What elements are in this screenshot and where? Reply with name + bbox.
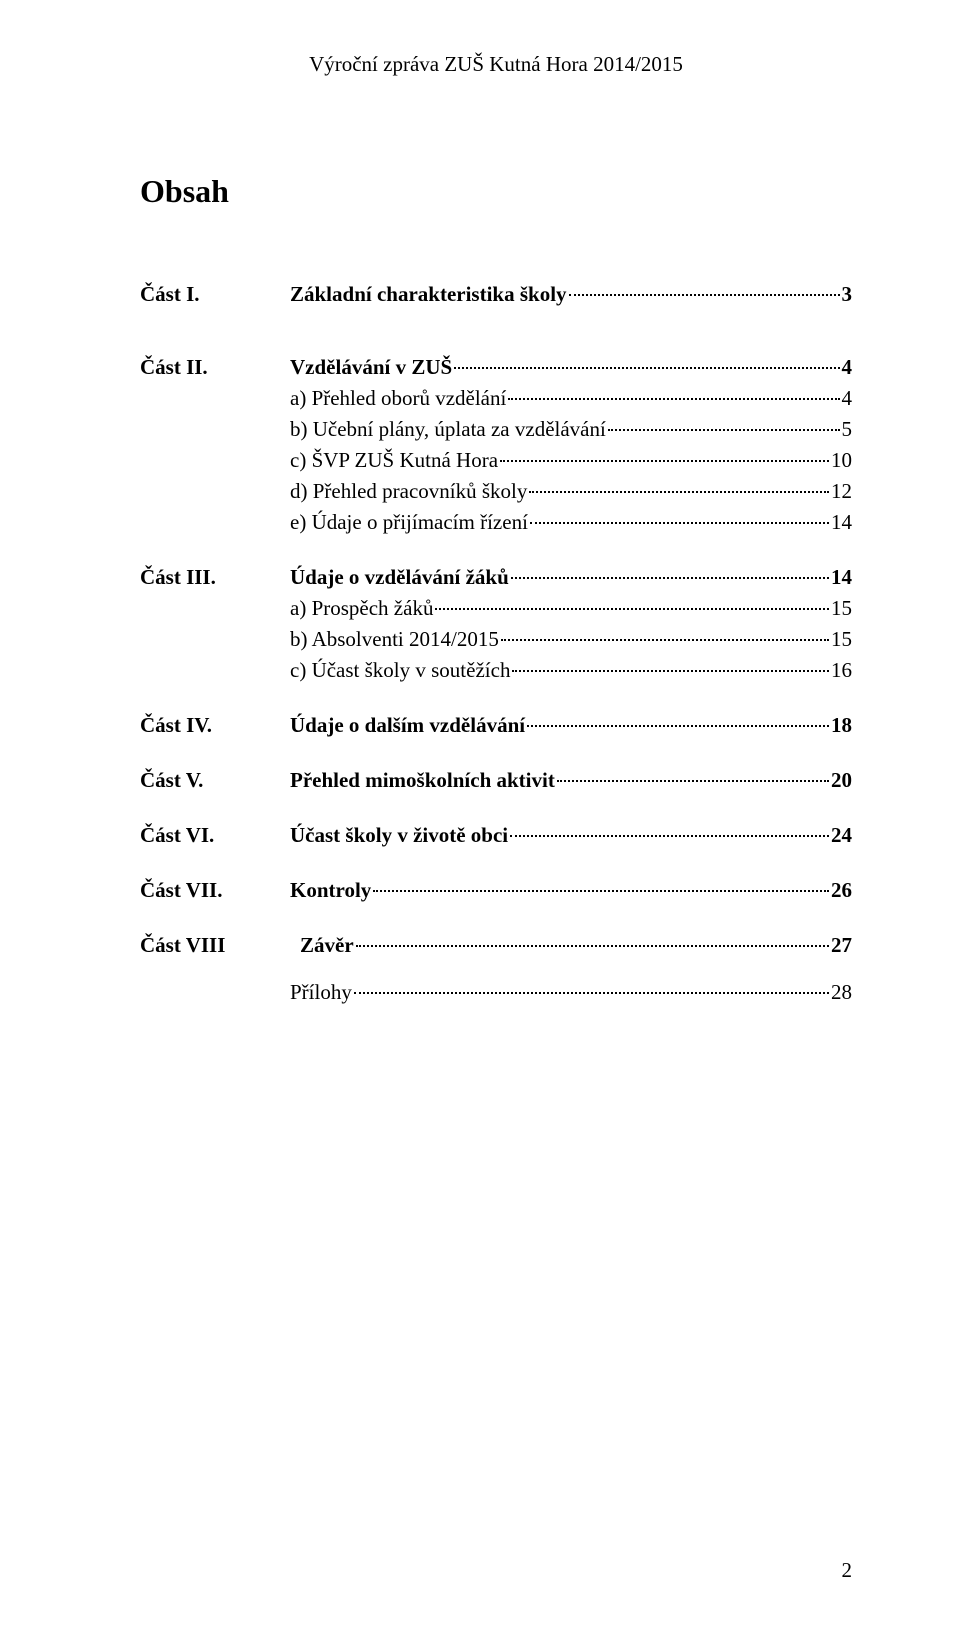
part-title: Základní charakteristika školy [290,282,567,307]
part-label: Část VII. [140,878,290,903]
sub-title: Přílohy [290,980,352,1005]
sub-title: c) Účast školy v soutěžích [290,658,510,683]
part-title: Údaje o dalším vzdělávání [290,713,525,738]
part-label: Část V. [140,768,290,793]
leader-dots [500,460,829,462]
sub-title: a) Prospěch žáků [290,596,433,621]
toc-row-part-i: Část I. Základní charakteristika školy 3 [140,282,852,307]
sub-title: a) Přehled oborů vzdělání [290,386,506,411]
toc-subrow-ii-c: c) ŠVP ZUŠ Kutná Hora 10 [290,448,852,473]
toc-row-part-viii: Část VIII Závěr 27 [140,933,852,958]
toc-row-part-iii: Část III. Údaje o vzdělávání žáků 14 [140,565,852,590]
toc-subrow-iii-c: c) Účast školy v soutěžích 16 [290,658,852,683]
leader-dots [608,429,840,431]
page-ref: 26 [831,878,852,903]
part-label: Část VI. [140,823,290,848]
leader-dots [454,367,839,369]
page-ref: 4 [842,355,853,380]
running-header: Výroční zpráva ZUŠ Kutná Hora 2014/2015 [140,52,852,77]
toc-row-part-ii: Část II. Vzdělávání v ZUŠ 4 [140,355,852,380]
page-ref: 12 [831,479,852,504]
sub-title: b) Absolventi 2014/2015 [290,627,499,652]
part-label: Část II. [140,355,290,380]
leader-dots [529,491,829,493]
toc-subrow-ii-a: a) Přehled oborů vzdělání 4 [290,386,852,411]
page-ref: 14 [831,565,852,590]
leader-dots [557,780,829,782]
leader-dots [508,398,839,400]
page-ref: 27 [831,933,852,958]
part-title: Přehled mimoškolních aktivit [290,768,555,793]
sub-title: c) ŠVP ZUŠ Kutná Hora [290,448,498,473]
page-ref: 10 [831,448,852,473]
toc-subrow-ii-b: b) Učební plány, úplata za vzdělávání 5 [290,417,852,442]
part-label: Část IV. [140,713,290,738]
leader-dots [510,835,829,837]
leader-dots [512,670,829,672]
toc-row-part-iv: Část IV. Údaje o dalším vzdělávání 18 [140,713,852,738]
part-title: Účast školy v životě obci [290,823,508,848]
page-ref: 4 [842,386,853,411]
page-ref: 3 [842,282,853,307]
page-number: 2 [842,1558,853,1583]
page: Výroční zpráva ZUŠ Kutná Hora 2014/2015 … [0,0,960,1631]
leader-dots [569,294,840,296]
page-ref: 16 [831,658,852,683]
page-ref: 18 [831,713,852,738]
toc-subrow-ii-e: e) Údaje o přijímacím řízení 14 [290,510,852,535]
toc-subrow-ii-d: d) Přehled pracovníků školy 12 [290,479,852,504]
leader-dots [354,992,829,994]
leader-dots [373,890,829,892]
part-title: Závěr [300,933,354,958]
leader-dots [435,608,829,610]
page-ref: 28 [831,980,852,1005]
sub-title: d) Přehled pracovníků školy [290,479,527,504]
part-label: Část I. [140,282,290,307]
page-ref: 14 [831,510,852,535]
page-ref: 5 [842,417,853,442]
page-ref: 15 [831,627,852,652]
leader-dots [527,725,829,727]
toc-subrow-iii-b: b) Absolventi 2014/2015 15 [290,627,852,652]
leader-dots [511,577,829,579]
page-title: Obsah [140,173,852,210]
page-ref: 24 [831,823,852,848]
part-label: Část VIII [140,933,300,958]
leader-dots [356,945,829,947]
page-ref: 20 [831,768,852,793]
toc-subrow-iii-a: a) Prospěch žáků 15 [290,596,852,621]
sub-title: b) Učební plány, úplata za vzdělávání [290,417,606,442]
part-title: Údaje o vzdělávání žáků [290,565,509,590]
toc-row-part-vii: Část VII. Kontroly 26 [140,878,852,903]
toc-row-part-v: Část V. Přehled mimoškolních aktivit 20 [140,768,852,793]
part-title: Vzdělávání v ZUŠ [290,355,452,380]
leader-dots [501,639,829,641]
toc-row-part-vi: Část VI. Účast školy v životě obci 24 [140,823,852,848]
page-ref: 15 [831,596,852,621]
part-title: Kontroly [290,878,371,903]
sub-title: e) Údaje o přijímacím řízení [290,510,528,535]
leader-dots [530,522,829,524]
part-label: Část III. [140,565,290,590]
toc-subrow-prilohy: Přílohy 28 [290,980,852,1005]
